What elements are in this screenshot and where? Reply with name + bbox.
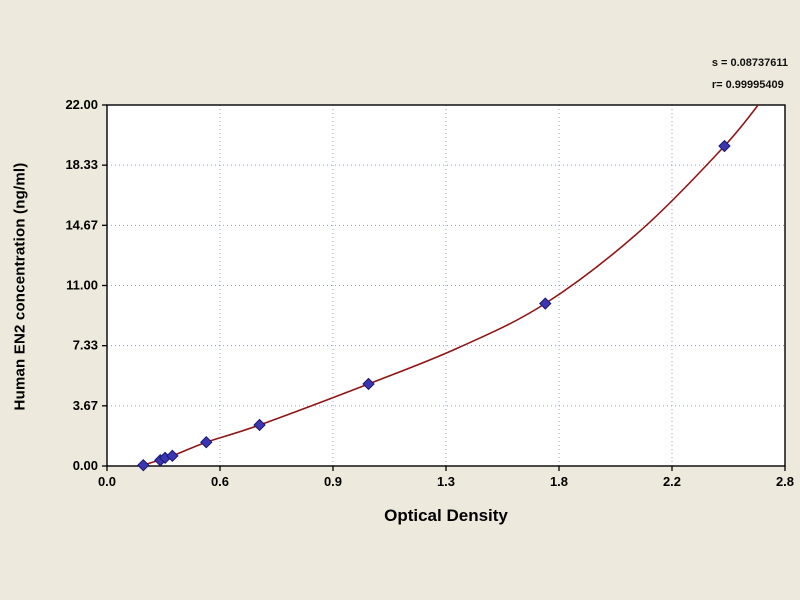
fit-stat-s: s = 0.08737611 — [711, 57, 788, 69]
x-tick-label: 2.2 — [663, 474, 681, 489]
fit-stat-r: r= 0.99995409 — [711, 79, 784, 91]
x-tick-label: 0.6 — [211, 474, 229, 489]
x-tick-label: 0.9 — [324, 474, 342, 489]
x-tick-label: 1.3 — [437, 474, 455, 489]
data-point-marker — [362, 377, 375, 391]
x-tick-label: 2.8 — [776, 474, 794, 489]
y-tick-label: 22.00 — [65, 97, 98, 112]
fit-statistics: s = 0.08737611 r= 0.99995409 — [712, 52, 788, 96]
data-point-marker — [539, 297, 552, 310]
data-point-marker — [718, 139, 731, 153]
data-point-marker — [166, 449, 179, 463]
axis-frame — [106, 104, 786, 467]
data-point-marker — [253, 418, 266, 432]
y-tick-label: 3.67 — [73, 398, 98, 413]
y-tick-label: 11.00 — [66, 278, 98, 293]
x-tick-label: 0.0 — [98, 474, 116, 489]
x-tick-label: 1.8 — [550, 474, 568, 489]
y-tick-label: 7.33 — [73, 338, 98, 353]
data-point-marker — [137, 458, 150, 472]
y-tick-label: 18.33 — [65, 157, 98, 172]
x-axis-title: Optical Density — [384, 506, 508, 525]
y-axis-title: Human EN2 concentration (ng/ml) — [11, 162, 29, 411]
y-tick-label: 0.00 — [73, 458, 98, 473]
y-tick-label: 14.67 — [65, 217, 98, 232]
data-point-marker — [200, 435, 213, 449]
